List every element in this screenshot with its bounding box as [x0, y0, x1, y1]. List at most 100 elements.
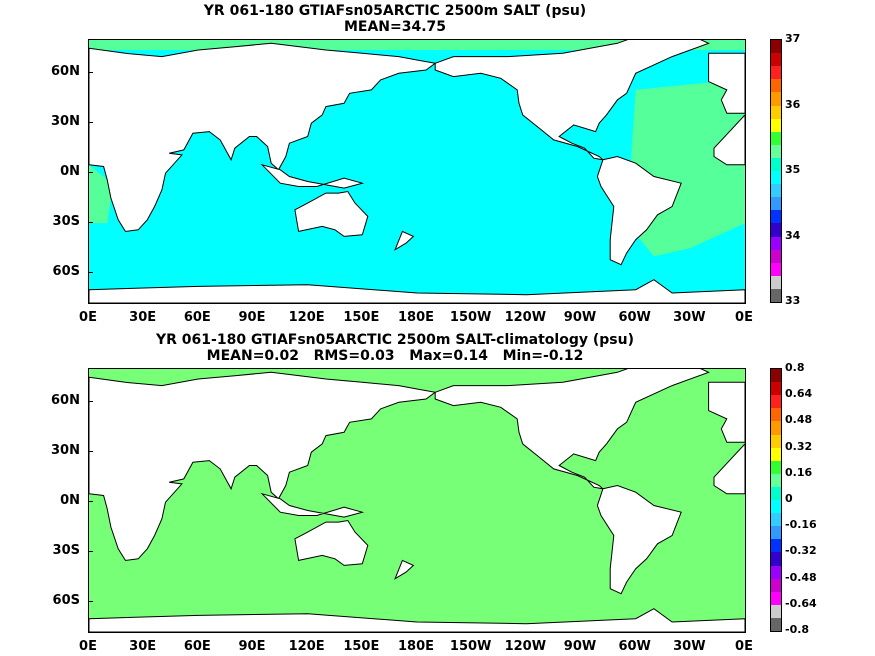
x-tick-label: 180E [397, 310, 435, 325]
land-indonesia [260, 492, 365, 518]
colorbar-swatch [771, 275, 781, 290]
y-tick-label: 30S [52, 214, 80, 230]
panel2-map [88, 368, 746, 633]
y-tick [88, 501, 93, 503]
land-antarctica [89, 608, 745, 632]
y-tick [88, 222, 93, 224]
y-tick [88, 451, 93, 453]
map-svg-1 [89, 40, 745, 303]
x-tick-label: 30E [129, 639, 157, 654]
colorbar-swatch [771, 157, 781, 172]
y-tick [88, 172, 93, 174]
colorbar-swatch [771, 486, 781, 501]
colorbar-swatch [771, 118, 781, 133]
y-tick-label: 60N [51, 393, 80, 409]
colorbar-label: 0.8 [785, 361, 805, 374]
colorbar-label: 0.64 [785, 387, 813, 401]
colorbar-swatch [771, 144, 781, 159]
colorbar-swatch [771, 210, 781, 224]
x-tick-label: 90W [563, 310, 597, 325]
land-africa-eurasia [89, 42, 437, 232]
x-tick-label: 120E [288, 639, 325, 654]
x-tick-label: 60W [618, 310, 651, 325]
panel1-map [88, 39, 746, 304]
colorbar-swatch [771, 617, 781, 632]
y-tick [88, 601, 93, 603]
colorbar-swatch [771, 262, 781, 277]
colorbar-swatch [771, 421, 781, 435]
colorbar-label: 0 [785, 492, 793, 505]
y-tick-label: 0N [60, 164, 80, 180]
colorbar-label: 37 [785, 32, 801, 45]
colorbar-swatch [771, 526, 781, 540]
colorbar-swatch [771, 539, 781, 553]
colorbar-swatch [771, 79, 781, 93]
x-tick-label: 90E [238, 639, 266, 654]
x-tick-label: 120W [504, 639, 547, 654]
colorbar-swatch [771, 236, 781, 251]
ocean-atlantic-east [89, 493, 111, 553]
panel1-colorbar [770, 39, 782, 303]
colorbar-swatch [771, 184, 781, 198]
y-tick-label: 60S [52, 593, 80, 609]
colorbar-label: -0.8 [785, 623, 810, 636]
colorbar-label: 34 [785, 228, 801, 242]
x-tick-label: 30W [673, 639, 706, 654]
colorbar-swatch [771, 395, 781, 409]
colorbar-label: 36 [785, 97, 801, 111]
land-australia [294, 190, 369, 237]
colorbar-swatch [771, 604, 781, 619]
land-antarctica [89, 279, 745, 303]
land-europe-west [708, 52, 745, 114]
colorbar-swatch [771, 513, 781, 527]
colorbar-swatch [771, 565, 781, 580]
colorbar-label: 0.32 [785, 439, 813, 453]
colorbar-swatch [771, 223, 781, 237]
y-tick-label: 60N [51, 64, 80, 80]
panel2-colorbar [770, 368, 782, 632]
y-tick-label: 30S [52, 543, 80, 559]
x-tick-label: 120W [504, 310, 547, 325]
y-tick [88, 122, 93, 124]
y-tick-label: 30N [51, 114, 80, 130]
x-tick-label: 60E [183, 310, 211, 325]
x-tick-label: 0E [735, 639, 753, 654]
x-tick-label: 120E [288, 310, 325, 325]
land-indonesia [260, 163, 365, 189]
land-africa-eurasia [89, 371, 437, 561]
panel1-title-line2: MEAN=34.75 [343, 19, 447, 35]
y-tick [88, 272, 93, 274]
colorbar-swatch [771, 591, 781, 606]
x-tick-label: 150E [343, 310, 380, 325]
colorbar-label: 35 [785, 163, 801, 176]
x-tick-label: 30W [673, 310, 706, 325]
colorbar-swatch [771, 105, 781, 120]
colorbar-swatch [771, 66, 781, 80]
x-tick-label: 180E [397, 639, 435, 654]
colorbar-swatch [771, 288, 781, 303]
colorbar-swatch [771, 473, 781, 488]
y-tick [88, 72, 93, 74]
x-tick-label: 150E [343, 639, 380, 654]
colorbar-swatch [771, 552, 781, 566]
colorbar-label: -0.16 [785, 518, 817, 532]
x-tick-label: 60E [183, 639, 211, 654]
x-tick-label: 60W [618, 639, 651, 654]
x-tick-label: 150W [449, 639, 492, 654]
y-tick [88, 401, 93, 403]
colorbar-label: -0.48 [785, 570, 817, 584]
map-svg-2 [89, 369, 745, 632]
colorbar-swatch [771, 40, 781, 54]
x-tick-label: 0E [79, 310, 97, 325]
land-new-zealand [394, 559, 415, 580]
colorbar-swatch [771, 408, 781, 422]
colorbar-swatch [771, 500, 781, 514]
y-tick [88, 551, 93, 553]
land-south-america [596, 484, 682, 595]
colorbar-swatch [771, 460, 781, 475]
y-tick-label: 30N [51, 443, 80, 459]
panel2-title-line2: MEAN=0.02 RMS=0.03 Max=0.14 Min=-0.12 [206, 348, 584, 364]
colorbar-swatch [771, 92, 781, 106]
panel2-title-line1: YR 061-180 GTIAFsn05ARCTIC 2500m SALT-cl… [156, 332, 634, 348]
land-north-america [434, 40, 710, 161]
